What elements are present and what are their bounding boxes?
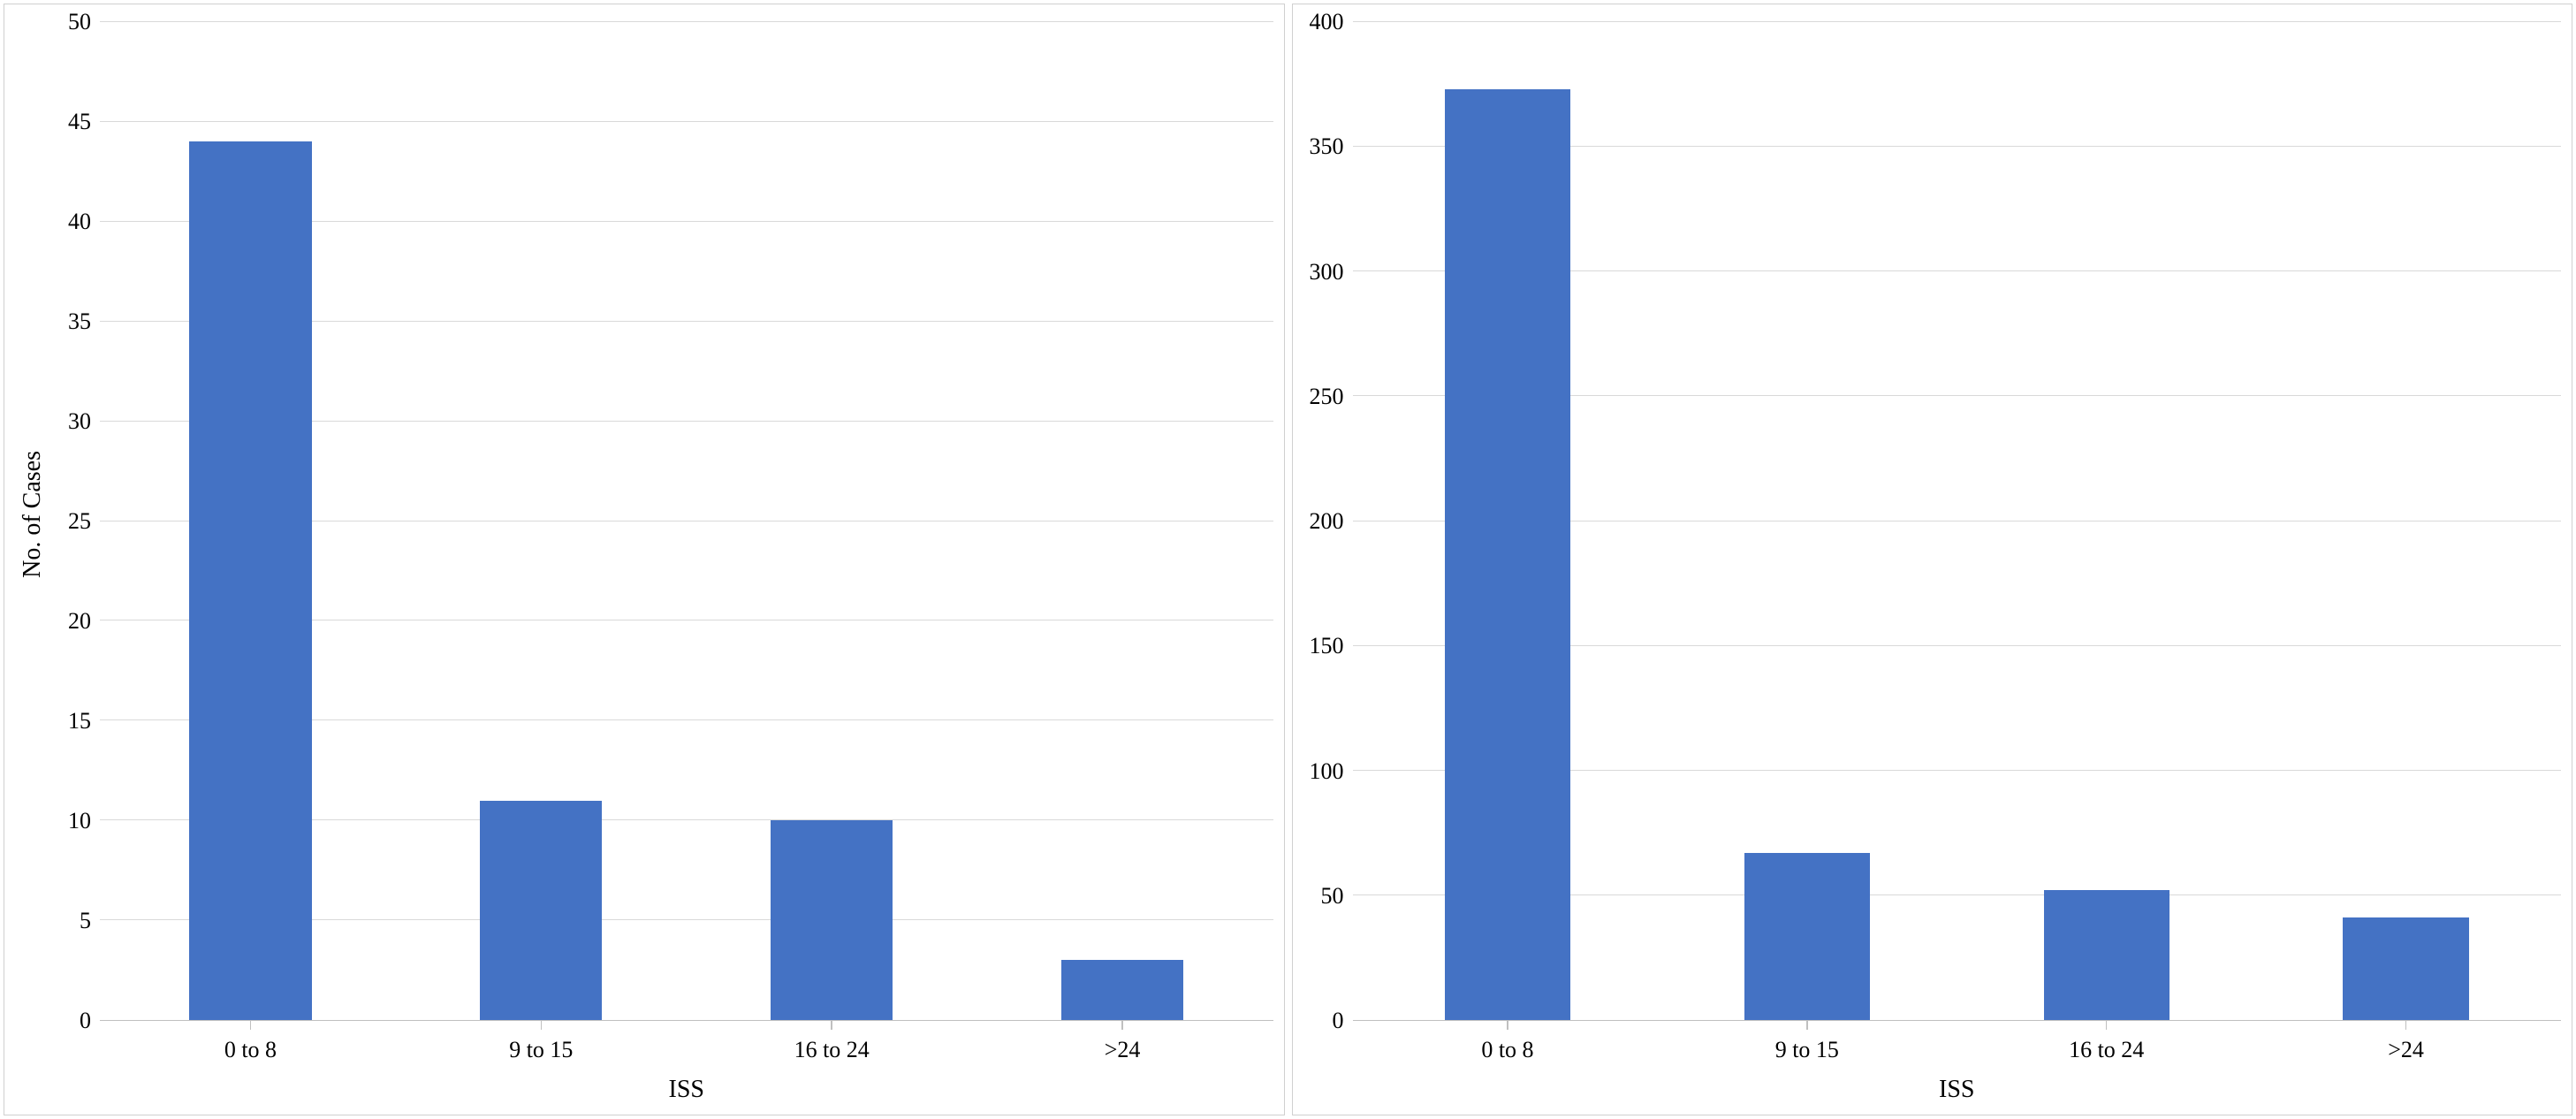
bar bbox=[2343, 917, 2468, 1020]
x-tick-mark bbox=[2256, 1021, 2556, 1031]
x-tick-mark bbox=[977, 1021, 1268, 1031]
y-axis-label: No. of Cases bbox=[15, 451, 50, 578]
x-tick-mark bbox=[396, 1021, 687, 1031]
bar-slot bbox=[687, 22, 977, 1020]
x-tick-label: 16 to 24 bbox=[687, 1031, 977, 1063]
bar-slot bbox=[2256, 22, 2556, 1020]
bar-slot bbox=[977, 22, 1268, 1020]
left-chart: No. of Cases 05101520253035404550 0 to 8… bbox=[15, 22, 1273, 1104]
bar bbox=[189, 141, 311, 1020]
x-axis-label: ISS bbox=[1353, 1063, 2562, 1104]
right-chart: 050100150200250300350400 0 to 89 to 1516… bbox=[1303, 22, 2562, 1104]
x-ticks-row: 0 to 89 to 1516 to 24>24 bbox=[50, 1031, 1273, 1063]
x-tick-mark bbox=[1657, 1021, 1957, 1031]
x-ticks: 0 to 89 to 1516 to 24>24 bbox=[1353, 1031, 2562, 1063]
x-tick-marks-row bbox=[50, 1021, 1273, 1031]
chart-inner: 050100150200250300350400 0 to 89 to 1516… bbox=[1303, 22, 2562, 1104]
x-tick-mark bbox=[1957, 1021, 2256, 1031]
bar-slot bbox=[1657, 22, 1957, 1020]
x-label-row: ISS bbox=[1303, 1063, 2562, 1104]
bar bbox=[771, 820, 893, 1020]
x-tick-mark bbox=[687, 1021, 977, 1031]
bar-slot bbox=[1358, 22, 1658, 1020]
bar-slot bbox=[105, 22, 396, 1020]
x-tick-mark bbox=[1358, 1021, 1658, 1031]
bar bbox=[1744, 853, 1870, 1020]
x-tick-marks bbox=[100, 1021, 1273, 1031]
x-tick-label: >24 bbox=[2256, 1031, 2556, 1063]
x-label-row: ISS bbox=[50, 1063, 1273, 1104]
y-ticks: 05101520253035404550 bbox=[50, 22, 100, 1021]
x-ticks: 0 to 89 to 1516 to 24>24 bbox=[100, 1031, 1273, 1063]
left-panel: No. of Cases 05101520253035404550 0 to 8… bbox=[4, 4, 1285, 1115]
x-tick-label: 0 to 8 bbox=[1358, 1031, 1658, 1063]
chart-inner: 05101520253035404550 0 to 89 to 1516 to … bbox=[50, 22, 1273, 1104]
plot-area bbox=[1353, 22, 2562, 1021]
x-tick-label: 0 to 8 bbox=[105, 1031, 396, 1063]
bars-container bbox=[1353, 22, 2562, 1020]
bars-container bbox=[100, 22, 1273, 1020]
x-tick-marks bbox=[1353, 1021, 2562, 1031]
plot-area bbox=[100, 22, 1273, 1021]
bar bbox=[1061, 960, 1183, 1020]
x-ticks-row: 0 to 89 to 1516 to 24>24 bbox=[1303, 1031, 2562, 1063]
x-tick-label: 9 to 15 bbox=[1657, 1031, 1957, 1063]
x-tick-label: >24 bbox=[977, 1031, 1268, 1063]
bar bbox=[1445, 89, 1570, 1020]
bar bbox=[2044, 890, 2169, 1020]
x-tick-label: 9 to 15 bbox=[396, 1031, 687, 1063]
plot-row: 05101520253035404550 bbox=[50, 22, 1273, 1021]
y-ticks: 050100150200250300350400 bbox=[1303, 22, 1353, 1021]
x-axis-label: ISS bbox=[100, 1063, 1273, 1104]
plot-row: 050100150200250300350400 bbox=[1303, 22, 2562, 1021]
bar-slot bbox=[396, 22, 687, 1020]
x-tick-marks-row bbox=[1303, 1021, 2562, 1031]
right-panel: 050100150200250300350400 0 to 89 to 1516… bbox=[1292, 4, 2573, 1115]
bar-slot bbox=[1957, 22, 2256, 1020]
x-tick-mark bbox=[105, 1021, 396, 1031]
x-tick-label: 16 to 24 bbox=[1957, 1031, 2256, 1063]
bar bbox=[480, 801, 602, 1020]
